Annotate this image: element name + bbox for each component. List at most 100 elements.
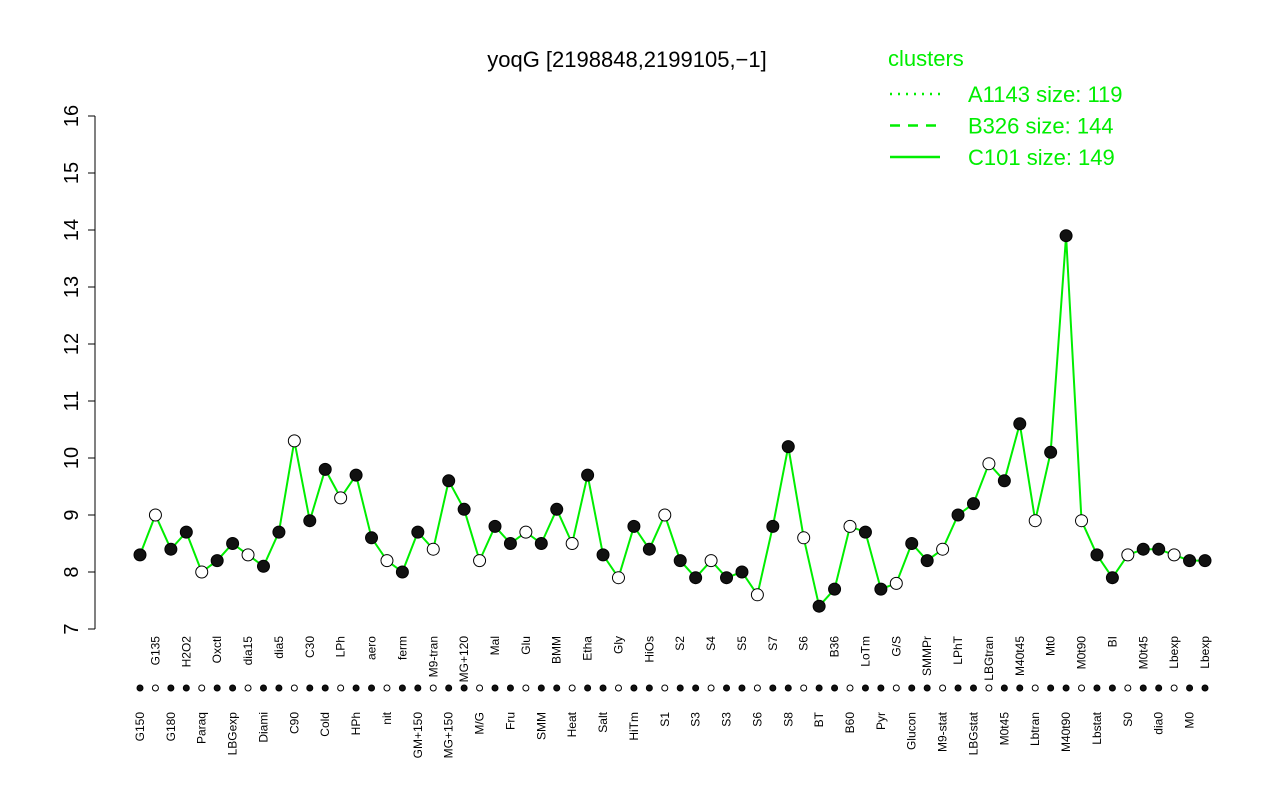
x-marker	[599, 684, 607, 692]
x-marker	[969, 684, 977, 692]
x-marker	[151, 684, 159, 692]
x-tick-label: S2	[673, 636, 687, 651]
x-marker	[1155, 684, 1163, 692]
x-tick-label: C30	[303, 636, 317, 658]
point	[365, 531, 379, 545]
point	[133, 548, 147, 562]
x-marker	[1170, 684, 1178, 692]
x-tick-label: aero	[365, 636, 379, 660]
x-tick-label: C90	[287, 712, 301, 734]
x-marker	[445, 684, 453, 692]
x-tick-label: LoTm	[858, 636, 872, 667]
x-tick-label: Gly	[611, 636, 625, 654]
point	[1121, 548, 1135, 562]
y-tick-label: 12	[61, 333, 83, 355]
x-tick-label: S4	[704, 636, 718, 651]
point	[611, 571, 625, 585]
x-tick-label: S0	[1121, 712, 1135, 727]
x-marker	[800, 684, 808, 692]
point	[503, 537, 517, 550]
x-tick-label: M0t45	[997, 712, 1011, 746]
chart-title: yoqG [2198848,2199105,−1]	[487, 47, 767, 72]
x-marker	[954, 684, 962, 692]
x-marker	[939, 684, 947, 692]
x-tick-label: Lbexp	[1167, 636, 1181, 669]
point	[256, 559, 270, 573]
x-marker	[784, 684, 792, 692]
x-marker	[198, 684, 206, 692]
x-marker	[1062, 684, 1070, 692]
x-tick-label: Glucon	[905, 712, 919, 750]
x-tick-label: M40t45	[1013, 636, 1027, 676]
x-marker	[1186, 684, 1194, 692]
x-tick-label: S8	[781, 712, 795, 727]
x-tick-label: Paraq	[195, 712, 209, 744]
x-tick-label: HPh	[349, 712, 363, 735]
point	[1136, 542, 1150, 556]
x-marker	[368, 684, 376, 692]
point	[241, 548, 255, 562]
x-tick-label: Oxctl	[210, 636, 224, 663]
y-tick-label: 7	[61, 623, 83, 634]
x-tick-label: Etha	[581, 636, 595, 661]
x-tick-label: GM+150	[411, 712, 425, 759]
point	[442, 474, 456, 488]
x-tick-label: S3	[720, 712, 734, 727]
x-marker	[1139, 684, 1147, 692]
x-marker	[182, 684, 190, 692]
x-marker	[506, 684, 514, 692]
point	[828, 582, 842, 596]
point	[195, 565, 209, 579]
x-marker	[645, 684, 653, 692]
x-tick-label: LBGexp	[226, 712, 240, 756]
x-tick-label: LPhT	[951, 635, 965, 664]
point	[179, 525, 193, 539]
point	[1167, 548, 1181, 562]
point	[689, 571, 703, 585]
x-tick-label: M/G	[473, 712, 487, 735]
x-tick-label: SMMPr	[920, 636, 934, 676]
x-tick-label: Glu	[519, 636, 533, 655]
y-tick-label: 15	[61, 162, 83, 184]
point	[380, 554, 394, 568]
legend-label: C101 size: 149	[968, 145, 1115, 170]
point	[627, 519, 641, 533]
x-marker	[1016, 684, 1024, 692]
x-tick-label: G180	[164, 712, 178, 742]
y-tick-label: 16	[61, 105, 83, 127]
x-tick-label: LBGstat	[966, 711, 980, 755]
point	[395, 565, 409, 579]
point	[1152, 542, 1166, 556]
point	[997, 474, 1011, 488]
x-tick-label: Mal	[488, 636, 502, 655]
x-marker	[1201, 684, 1209, 692]
x-marker	[460, 684, 468, 692]
point	[1183, 554, 1197, 568]
x-marker	[429, 684, 437, 692]
point	[642, 542, 656, 556]
x-marker	[1000, 684, 1008, 692]
x-marker	[1124, 684, 1132, 692]
x-marker	[861, 684, 869, 692]
point	[596, 548, 610, 562]
x-marker	[275, 684, 283, 692]
point	[920, 554, 934, 568]
point	[334, 491, 348, 505]
x-marker	[630, 684, 638, 692]
x-marker	[661, 684, 669, 692]
point	[426, 542, 440, 556]
x-tick-label: BMM	[550, 636, 564, 664]
x-tick-label: M40t90	[1059, 712, 1073, 752]
x-tick-label: S6	[797, 636, 811, 651]
point	[581, 468, 595, 482]
point	[148, 508, 162, 522]
legend-label: A1143 size: 119	[968, 82, 1123, 107]
point	[797, 531, 811, 545]
x-marker	[1047, 684, 1055, 692]
point	[519, 525, 533, 539]
point	[210, 554, 224, 568]
x-marker	[537, 684, 545, 692]
point	[874, 582, 888, 596]
point	[951, 508, 965, 522]
x-tick-label: MG+150	[442, 712, 456, 759]
